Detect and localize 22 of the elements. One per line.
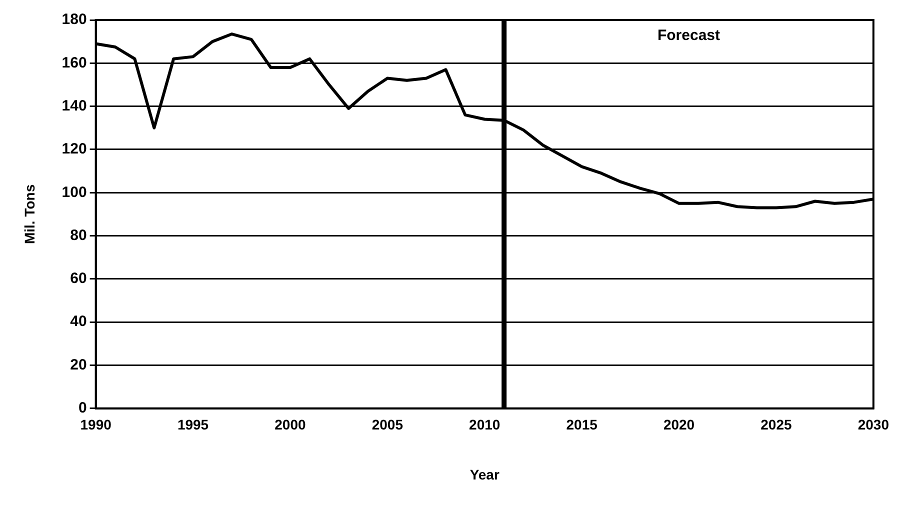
y-tick-label: 20	[70, 356, 87, 374]
y-tick-label: 0	[78, 400, 87, 417]
y-tick-label: 140	[62, 97, 87, 114]
x-tick-label: 2030	[858, 416, 890, 433]
x-tick-label: 2000	[274, 416, 306, 433]
x-tick-label: 2020	[663, 416, 695, 433]
y-tick-label: 180	[62, 11, 87, 28]
x-axis-title: Year	[470, 466, 500, 482]
x-tick-label: 2005	[372, 416, 404, 433]
annotation: Forecast	[657, 27, 720, 44]
x-tick-label: 1990	[80, 416, 112, 433]
y-tick-label: 80	[70, 226, 87, 244]
y-tick-label: 160	[62, 54, 87, 72]
y-tick-label: 100	[62, 184, 87, 201]
x-tick-label: 2010	[469, 416, 500, 433]
y-tick-label: 40	[70, 313, 87, 330]
y-axis-title: Mil. Tons	[21, 184, 38, 244]
y-tick-label: 120	[62, 140, 87, 158]
x-tick-label: 1995	[177, 416, 209, 433]
x-tick-label: 2025	[760, 416, 792, 433]
x-tick-label: 2015	[566, 416, 598, 433]
y-tick-label: 60	[70, 270, 87, 288]
